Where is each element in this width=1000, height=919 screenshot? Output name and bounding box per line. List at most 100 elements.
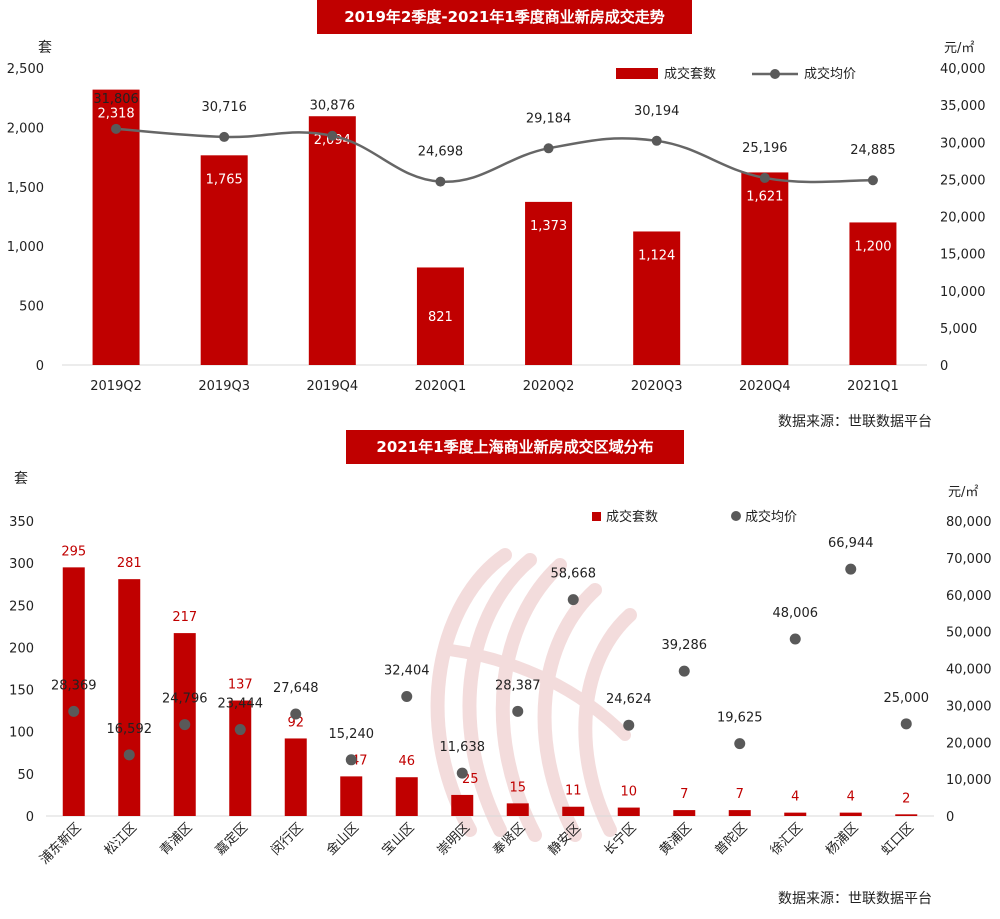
chart1-bar-label: 1,373	[530, 219, 567, 234]
chart1-right-tick: 5,000	[940, 322, 977, 337]
chart2-price-label: 66,944	[828, 536, 874, 551]
chart2-title: 2021年1季度上海商业新房成交区域分布	[346, 430, 684, 464]
chart1-right-unit: 元/㎡	[944, 41, 974, 56]
chart1-bar	[741, 172, 789, 365]
chart2-bar	[118, 579, 141, 816]
chart1-category-label: 2019Q2	[90, 379, 142, 394]
chart1-left-tick: 500	[19, 300, 44, 315]
chart2-left-tick: 0	[26, 810, 34, 825]
chart1-price-label: 30,876	[310, 99, 356, 114]
watermark-arc	[578, 608, 637, 837]
chart1-right-tick: 25,000	[940, 173, 986, 188]
chart2-category-label: 闵行区	[268, 820, 306, 858]
chart1-legend-line-marker	[770, 69, 780, 79]
chart1-title: 2019年2季度-2021年1季度商业新房成交走势	[317, 0, 692, 34]
chart2-bar	[562, 806, 585, 816]
chart2-right-tick: 60,000	[946, 589, 992, 604]
chart1-bar	[416, 267, 464, 365]
chart2-bar-label: 4	[847, 790, 855, 805]
chart2-legend-dot-label: 成交均价	[745, 509, 797, 525]
chart2-price-point	[845, 563, 857, 575]
chart1-price-point	[543, 143, 554, 154]
chart2-price-label: 24,796	[162, 692, 208, 707]
chart2-price-label: 27,648	[273, 681, 319, 696]
chart1-price-point	[759, 172, 770, 183]
chart1-right-tick: 0	[940, 359, 948, 374]
chart2-bar	[895, 814, 918, 816]
chart2-price-label: 24,624	[606, 692, 652, 707]
chart2-price-label: 23,444	[218, 697, 264, 712]
chart1-category-label: 2021Q1	[847, 379, 899, 394]
chart2-right-unit: 元/㎡	[948, 485, 978, 500]
chart2-bar-label: 2	[902, 791, 910, 806]
chart2-right-tick: 20,000	[946, 736, 992, 751]
chart2-bar-label: 46	[398, 754, 415, 769]
chart2-bar-label: 11	[565, 784, 582, 799]
chart2-price-label: 32,404	[384, 664, 430, 679]
chart2-price-label: 39,286	[662, 638, 708, 653]
chart2-category-label: 虹口区	[879, 820, 917, 858]
chart1-bar	[92, 89, 140, 366]
chart2-left-tick: 300	[9, 557, 34, 572]
chart1-category-label: 2019Q4	[307, 379, 359, 394]
chart2-left-tick: 100	[9, 726, 34, 741]
chart1-bar	[849, 222, 897, 365]
chart2-bar	[451, 794, 474, 816]
chart1-bar	[633, 231, 681, 365]
chart2-price-label: 28,387	[495, 678, 541, 693]
chart2-bar-label: 217	[172, 610, 197, 625]
chart2-price-point	[567, 594, 579, 606]
chart1-category-label: 2019Q3	[198, 379, 250, 394]
chart2-left-unit: 套	[14, 471, 28, 487]
chart2-price-point	[900, 718, 912, 730]
chart1-price-point	[111, 123, 122, 134]
chart1-price-label: 31,806	[93, 92, 139, 107]
chart2-category-label: 徐汇区	[768, 820, 806, 858]
chart1-category-label: 2020Q1	[415, 379, 467, 394]
chart1-right-tick: 15,000	[940, 248, 986, 263]
chart2-price-point	[68, 705, 80, 717]
chart2-category-label: 宝山区	[379, 820, 417, 858]
chart2-category-label: 嘉定区	[213, 820, 251, 858]
chart2-bar	[506, 803, 529, 816]
chart2-bar	[617, 807, 640, 816]
chart2-bar	[784, 812, 807, 816]
watermark-logo	[430, 548, 637, 842]
chart2-price-point	[401, 691, 413, 703]
chart2-price-label: 28,369	[51, 678, 97, 693]
chart1-bar-label: 821	[428, 310, 453, 325]
watermark-arc	[444, 644, 631, 741]
chart1-price-label: 24,698	[418, 145, 464, 160]
chart1-right-tick: 35,000	[940, 99, 986, 114]
chart1-legend-line-label: 成交均价	[804, 66, 856, 82]
chart2-price-point	[179, 719, 191, 731]
chart2-bar	[728, 810, 751, 816]
chart1-price-label: 30,194	[634, 104, 680, 119]
chart1-left-unit: 套	[38, 40, 52, 56]
chart2-legend-bar-swatch	[592, 512, 601, 521]
chart2-legend-dot-swatch	[731, 511, 741, 521]
chart1-bar	[308, 116, 356, 365]
chart2-price-point	[623, 719, 635, 731]
chart2-bar-label: 281	[117, 556, 142, 571]
chart1-price-point	[327, 130, 338, 141]
chart2-source: 数据来源：世联数据平台	[778, 891, 932, 907]
chart1-price-label: 25,196	[742, 141, 788, 156]
chart2-left-tick: 200	[9, 641, 34, 656]
chart2-category-label: 金山区	[323, 820, 362, 859]
chart2-category-label: 松江区	[102, 820, 140, 858]
chart2-bar	[62, 567, 85, 816]
chart2-left-tick: 50	[17, 768, 34, 783]
chart2-price-label: 48,006	[773, 606, 819, 621]
chart2-price-point	[734, 738, 746, 750]
chart2-price-point	[345, 754, 357, 766]
chart2-price-label: 15,240	[329, 727, 375, 742]
chart2-right-tick: 70,000	[946, 552, 992, 567]
chart2-price-label: 11,638	[440, 740, 486, 755]
chart2-bar	[340, 776, 363, 816]
chart2-bar-label: 4	[791, 790, 799, 805]
chart2-price-point	[678, 665, 690, 677]
chart2-bar	[839, 812, 862, 816]
chart1-price-label: 30,716	[201, 100, 247, 115]
